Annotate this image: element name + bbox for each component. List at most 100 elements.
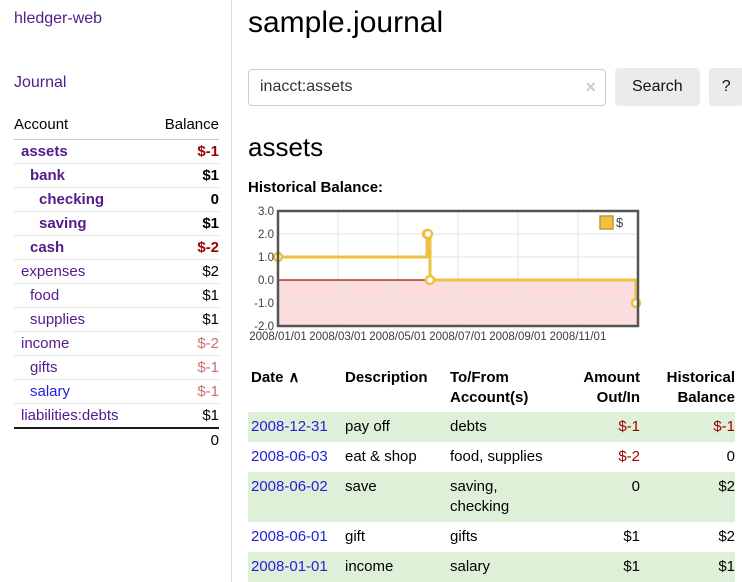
accounts-column-header: To/From Account(s) (450, 369, 529, 406)
account-column-header: Account (14, 113, 149, 140)
table-row: bank $1 (14, 163, 219, 188)
table-row: 2008-06-01 gift gifts $1 $2 (248, 522, 735, 552)
sidebar-account-assets[interactable]: assets (21, 143, 68, 160)
search-input[interactable] (248, 68, 606, 106)
svg-text:2008/11/01: 2008/11/01 (550, 331, 607, 343)
svg-text:2008/03/01: 2008/03/01 (309, 331, 367, 343)
transaction-balance: $1 (718, 558, 735, 575)
sidebar-account-checking[interactable]: checking (39, 191, 105, 208)
legend-swatch (599, 215, 614, 230)
sidebar-account-cash[interactable]: cash (30, 239, 65, 256)
transaction-amount: $-2 (618, 448, 640, 465)
transaction-description: save (345, 478, 377, 495)
table-row: expenses $2 (14, 259, 219, 284)
table-row: checking 0 (14, 187, 219, 212)
date-link[interactable]: 2008-06-02 (251, 478, 328, 495)
transaction-amount: $1 (623, 558, 640, 575)
table-row: supplies $1 (14, 307, 219, 332)
svg-text:2.0: 2.0 (258, 229, 274, 241)
svg-text:3.0: 3.0 (258, 206, 274, 218)
plot-border (276, 209, 640, 328)
transaction-accounts: debts (450, 418, 487, 435)
gridlines (279, 212, 637, 325)
svg-text:2008/01/01: 2008/01/01 (249, 331, 307, 343)
register-header-row: Date ∧ Description To/From Account(s) Amo… (248, 364, 735, 412)
sidebar-account-salary[interactable]: salary (30, 383, 71, 400)
historical-balance-chart: $ 3.0 2.0 1.0 0.0 -1.0 -2.0 2008/01/01 2… (248, 204, 742, 346)
transaction-description: eat & shop (345, 448, 417, 465)
date-link[interactable]: 2008-12-31 (251, 418, 328, 435)
account-heading: assets (248, 132, 324, 162)
transaction-description: gift (345, 528, 366, 545)
register-table: Date ∧ Description To/From Account(s) Amo… (248, 364, 735, 582)
sidebar-account-gifts[interactable]: gifts (30, 359, 58, 376)
account-balance: $1 (148, 307, 219, 332)
sidebar-account-expenses[interactable]: expenses (21, 263, 86, 280)
main-content: sample.journal × Search ? assets Histori… (232, 0, 742, 582)
sidebar-account-income[interactable]: income (21, 335, 70, 352)
sidebar-account-supplies[interactable]: supplies (30, 311, 86, 328)
table-row: liabilities:debts $1 (14, 403, 219, 429)
sidebar-account-bank[interactable]: bank (30, 167, 66, 184)
sort-asc-icon: ∧ (288, 369, 300, 386)
transaction-description: income (345, 558, 394, 575)
transaction-balance: 0 (726, 448, 735, 465)
table-row: income $-2 (14, 331, 219, 356)
amount-column-header: Amount Out/In (583, 369, 640, 406)
accounts-total-balance: 0 (148, 427, 219, 452)
balance-column-header: Balance (148, 113, 219, 140)
account-balance: $1 (148, 403, 219, 429)
svg-text:2008/09/01: 2008/09/01 (489, 331, 547, 343)
table-row: 2008-06-02 save saving, checking 0 $2 (248, 472, 735, 522)
account-balance: $1 (148, 163, 219, 188)
svg-text:-2.0: -2.0 (254, 321, 274, 333)
table-row: 2008-12-31 pay off debts $-1 $-1 (248, 412, 735, 442)
sidebar-item-journal[interactable]: Journal (14, 74, 67, 91)
transaction-description: pay off (345, 418, 390, 435)
date-link[interactable]: 2008-06-01 (251, 528, 328, 545)
account-balance: $2 (148, 259, 219, 284)
chart-svg: $ 3.0 2.0 1.0 0.0 -1.0 -2.0 2008/01/01 2… (249, 206, 642, 343)
transaction-balance: $-1 (713, 418, 735, 435)
app-title-link[interactable]: hledger-web (14, 10, 103, 27)
account-balance: $1 (148, 211, 219, 236)
date-link[interactable]: 2008-01-01 (251, 558, 328, 575)
date-column-header[interactable]: Date ∧ (251, 369, 300, 386)
svg-text:0.0: 0.0 (258, 275, 274, 287)
sidebar-account-food[interactable]: food (30, 287, 60, 304)
account-balance: 0 (148, 187, 219, 212)
y-axis-labels: 3.0 2.0 1.0 0.0 -1.0 -2.0 (254, 206, 274, 333)
table-row: 2008-06-03 eat & shop food, supplies $-2… (248, 442, 735, 472)
transaction-amount: $1 (623, 528, 640, 545)
account-balance: $-1 (148, 379, 219, 404)
search-button[interactable]: Search (615, 68, 700, 106)
account-balance: $1 (148, 283, 219, 308)
sidebar: hledger-web Journal Account Balance asse… (0, 0, 232, 582)
transaction-amount: 0 (631, 478, 640, 495)
chart-title: Historical Balance: (248, 179, 384, 196)
transaction-balance: $2 (718, 478, 735, 495)
table-row: cash $-2 (14, 235, 219, 260)
account-balance: $-1 (148, 355, 219, 380)
table-row: assets $-1 (14, 139, 219, 164)
search-form: × Search ? (248, 68, 742, 106)
transaction-accounts: saving, checking (450, 478, 510, 515)
date-link[interactable]: 2008-06-03 (251, 448, 328, 465)
table-row: salary $-1 (14, 379, 219, 404)
svg-text:2008/07/01: 2008/07/01 (429, 331, 487, 343)
transaction-accounts: gifts (450, 528, 478, 545)
svg-text:1.0: 1.0 (258, 252, 274, 264)
transaction-accounts: food, supplies (450, 448, 543, 465)
description-column-header: Description (345, 369, 428, 386)
accounts-table-header: Account Balance (14, 113, 219, 140)
balance-column-header: Historical Balance (666, 369, 735, 406)
help-button[interactable]: ? (708, 68, 742, 106)
clear-search-icon[interactable]: × (585, 76, 596, 97)
table-row: food $1 (14, 283, 219, 308)
transaction-amount: $-1 (618, 418, 640, 435)
legend-label: $ (616, 215, 624, 230)
transaction-accounts: salary (450, 558, 491, 575)
sidebar-account-saving[interactable]: saving (39, 215, 87, 232)
table-row: gifts $-1 (14, 355, 219, 380)
sidebar-account-liabilities-debts[interactable]: liabilities:debts (21, 407, 119, 424)
